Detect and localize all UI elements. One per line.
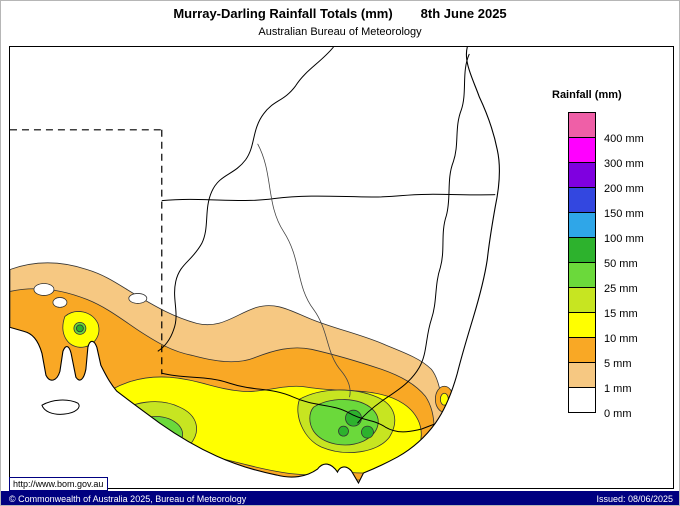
legend-scale: 400 mm 300 mm 200 mm 150 mm 100 mm 50 mm…	[568, 112, 672, 420]
legend-swatch	[568, 137, 596, 163]
basin-boundary-east	[357, 53, 470, 424]
legend-label: 400 mm	[604, 133, 644, 145]
legend-label: 300 mm	[604, 158, 644, 170]
legend-swatch	[568, 212, 596, 238]
legend-swatch	[568, 287, 596, 313]
page-date: 8th June 2025	[420, 6, 507, 21]
legend-title: Rainfall (mm)	[552, 89, 622, 101]
org-name: Australian Bureau of Meteorology	[258, 26, 422, 38]
legend-row-400mm: 400 mm	[568, 112, 644, 145]
rain-region-25mm-east	[309, 399, 379, 446]
legend-label: 5 mm	[604, 358, 632, 370]
footer-bar: © Commonwealth of Australia 2025, Bureau…	[1, 491, 679, 505]
legend-swatch	[568, 112, 596, 138]
legend-row-1mm: 1 mm	[568, 362, 632, 395]
legend-swatch	[568, 262, 596, 288]
rainfall-legend: Rainfall (mm) 400 mm 300 mm 200 mm 150 m…	[550, 89, 672, 420]
legend-row-300mm: 300 mm	[568, 137, 644, 170]
title-line: Murray-Darling Rainfall Totals (mm) 8th J…	[1, 6, 679, 21]
copyright-text: © Commonwealth of Australia 2025, Bureau…	[9, 494, 247, 504]
page-title: Murray-Darling Rainfall Totals (mm)	[173, 6, 393, 21]
legend-label: 200 mm	[604, 183, 644, 195]
issued-date: Issued: 08/06/2025	[596, 494, 673, 504]
legend-row-10mm: 10 mm	[568, 312, 638, 345]
legend-label: 100 mm	[604, 233, 644, 245]
dry-hole-3	[128, 293, 148, 304]
legend-swatch	[568, 362, 596, 388]
legend-label: 25 mm	[604, 283, 638, 295]
map-canvas	[10, 47, 673, 488]
legend-swatch	[568, 162, 596, 188]
state-border-nsw-vic-murray	[161, 372, 435, 433]
dry-hole-1	[33, 283, 55, 296]
legend-label: 1 mm	[604, 383, 632, 395]
header: Murray-Darling Rainfall Totals (mm) 8th J…	[1, 1, 679, 38]
map-frame	[9, 46, 674, 489]
legend-row-25mm: 25 mm	[568, 262, 638, 295]
coastline	[10, 47, 500, 485]
ocean	[10, 47, 673, 488]
legend-row-5mm: 5 mm	[568, 337, 632, 370]
legend-label: 15 mm	[604, 308, 638, 320]
legend-row-15mm: 15 mm	[568, 287, 638, 320]
bom-url: http://www.bom.gov.au	[9, 477, 109, 491]
legend-row-200mm: 200 mm	[568, 162, 644, 195]
legend-label: 150 mm	[604, 208, 644, 220]
legend-swatch	[568, 187, 596, 213]
dry-hole-2	[52, 297, 68, 308]
legend-row-0mm: 0 mm	[568, 387, 632, 420]
legend-swatch	[568, 237, 596, 263]
legend-label: 10 mm	[604, 333, 638, 345]
kangaroo-island	[41, 399, 80, 415]
legend-label: 50 mm	[604, 258, 638, 270]
legend-label: 0 mm	[604, 408, 632, 420]
legend-swatch	[568, 337, 596, 363]
state-border-qld-nsw	[161, 193, 496, 202]
darling-river	[257, 143, 351, 398]
legend-swatch	[568, 387, 596, 413]
legend-swatch	[568, 312, 596, 338]
legend-row-100mm: 100 mm	[568, 212, 644, 245]
rain-spot-50mm-eyre	[76, 324, 84, 333]
rain-spot-50mm-2	[361, 425, 374, 439]
legend-row-150mm: 150 mm	[568, 187, 644, 220]
legend-row-50mm: 50 mm	[568, 237, 638, 270]
rain-spot-50mm-3	[338, 425, 349, 437]
basin-boundary-west	[157, 47, 334, 352]
